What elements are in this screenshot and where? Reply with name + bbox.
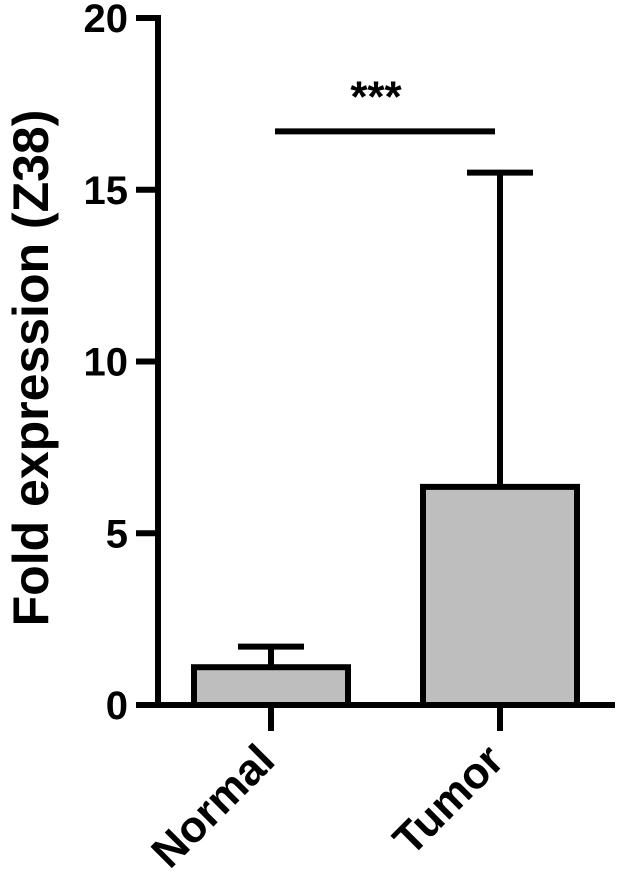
- x-axis: Normal Tumor: [142, 702, 615, 877]
- x-tick-label-normal: Normal: [142, 735, 284, 877]
- bars-group: [191, 483, 580, 709]
- y-tick-label-10: 10: [84, 341, 129, 385]
- y-axis: 0 5 10 15 20: [84, 0, 161, 728]
- significance-annotation: ***: [275, 72, 495, 135]
- error-bars-group: [238, 169, 533, 668]
- bar-tumor: [420, 483, 580, 708]
- x-tick-label-tumor: Tumor: [384, 735, 513, 864]
- bar-normal: [191, 664, 351, 709]
- y-tick-label-0: 0: [106, 684, 128, 728]
- y-axis-title: Fold expression (Z38): [3, 110, 59, 627]
- y-tick-label-5: 5: [106, 512, 128, 556]
- y-tick-label-15: 15: [84, 169, 129, 213]
- significance-label: ***: [350, 72, 402, 121]
- y-tick-label-20: 20: [84, 0, 129, 41]
